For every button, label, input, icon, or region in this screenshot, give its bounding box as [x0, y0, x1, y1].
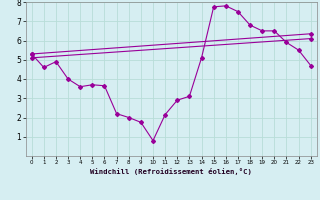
X-axis label: Windchill (Refroidissement éolien,°C): Windchill (Refroidissement éolien,°C) — [90, 168, 252, 175]
